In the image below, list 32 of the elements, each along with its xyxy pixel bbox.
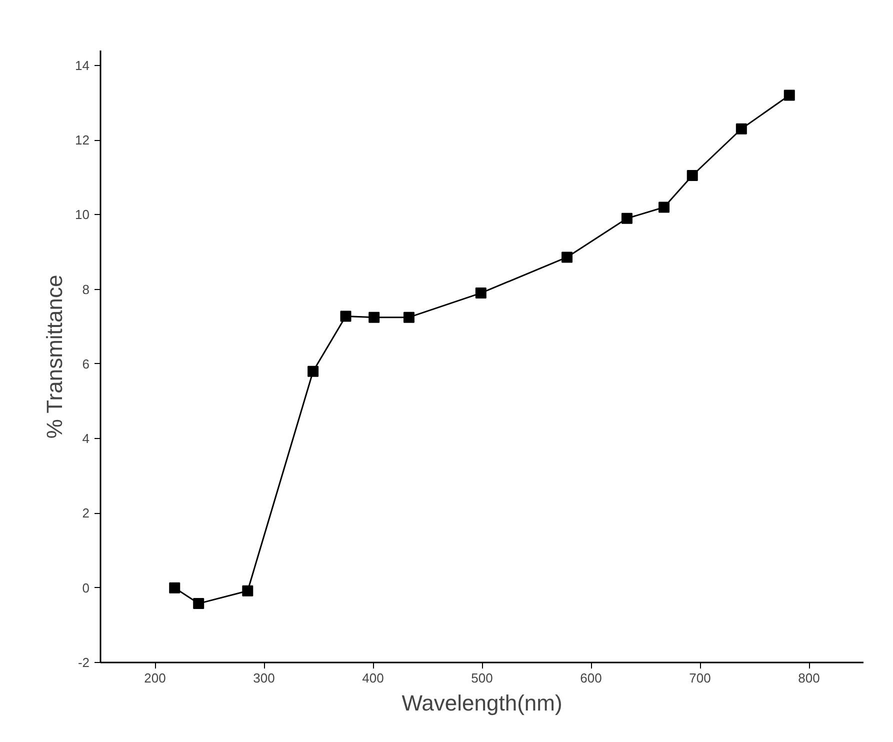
y-tick-label: 2 — [82, 506, 90, 521]
y-axis-title: % Transmittance — [42, 274, 68, 439]
point — [686, 170, 698, 182]
point — [562, 252, 573, 263]
y-tick-label: 10 — [75, 207, 90, 222]
point — [368, 312, 380, 323]
point — [658, 202, 670, 213]
point — [403, 312, 414, 323]
point — [784, 90, 795, 101]
point — [340, 310, 352, 322]
point — [475, 288, 486, 299]
x-tick-label: 500 — [471, 670, 493, 686]
y-tick-label: 6 — [82, 356, 90, 372]
x-tick-label: 300 — [253, 670, 275, 686]
x-tick-label: 200 — [144, 670, 166, 686]
x-axis-title: Wavelength(nm) — [402, 690, 562, 716]
y-tick-label: 4 — [82, 431, 90, 446]
x-tick-label: 600 — [580, 670, 602, 686]
x-tick-label: 700 — [689, 670, 711, 686]
point — [193, 598, 204, 610]
point — [736, 123, 747, 134]
point — [308, 366, 319, 377]
x-tick-label: 400 — [362, 670, 384, 686]
x-tick-label: 800 — [798, 670, 820, 686]
y-tick-label: -2 — [78, 655, 90, 670]
point — [242, 585, 254, 596]
y-tick-label: 14 — [75, 58, 90, 73]
point — [169, 582, 180, 594]
y-tick-label: 8 — [82, 282, 90, 297]
y-tick-label: 12 — [75, 132, 90, 148]
y-tick-label: 0 — [82, 580, 90, 596]
point — [621, 212, 632, 224]
